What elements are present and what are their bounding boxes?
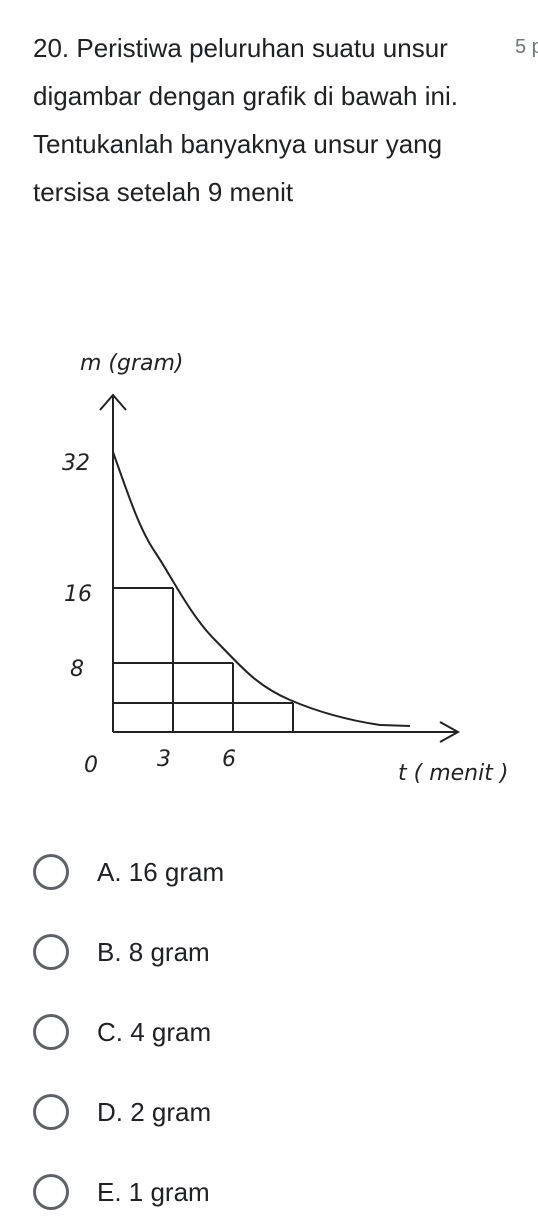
- radio-option[interactable]: B. 8 gram: [33, 932, 493, 972]
- option-label: A. 16 gram: [97, 856, 225, 887]
- points: 5 p: [515, 36, 538, 58]
- x-axis-label: t ( menit ): [398, 761, 508, 786]
- radio-option[interactable]: A. 16 gram: [33, 852, 493, 892]
- y-tick-label: 32: [62, 451, 90, 476]
- radio-option[interactable]: E. 1 gram: [33, 1172, 493, 1212]
- option-label: B. 8 gram: [97, 936, 210, 967]
- x-tick-label: 3: [157, 747, 171, 772]
- x-tick-label: 0: [84, 753, 98, 778]
- option-label: C. 4 gram: [97, 1016, 212, 1047]
- x-tick-label: 6: [222, 747, 236, 772]
- radio-option[interactable]: C. 4 gram: [33, 1012, 493, 1052]
- decay-graph: m (gram) t ( menit ) 32 16 8 0 3 6: [62, 351, 508, 786]
- radio-button[interactable]: [33, 1094, 69, 1130]
- radio-button[interactable]: [33, 854, 69, 890]
- radio-option[interactable]: D. 2 gram: [33, 1092, 493, 1132]
- radio-button[interactable]: [33, 1014, 69, 1050]
- y-axis-label: m (gram): [80, 351, 184, 376]
- y-tick-label: 8: [70, 657, 84, 682]
- radio-button[interactable]: [33, 934, 69, 970]
- y-tick-label: 16: [64, 582, 92, 607]
- option-label: D. 2 gram: [97, 1096, 212, 1127]
- radio-button[interactable]: [33, 1174, 69, 1210]
- option-label: E. 1 gram: [97, 1176, 210, 1207]
- question-text: 20. Peristiwa peluruhan suatu unsur diga…: [33, 33, 458, 207]
